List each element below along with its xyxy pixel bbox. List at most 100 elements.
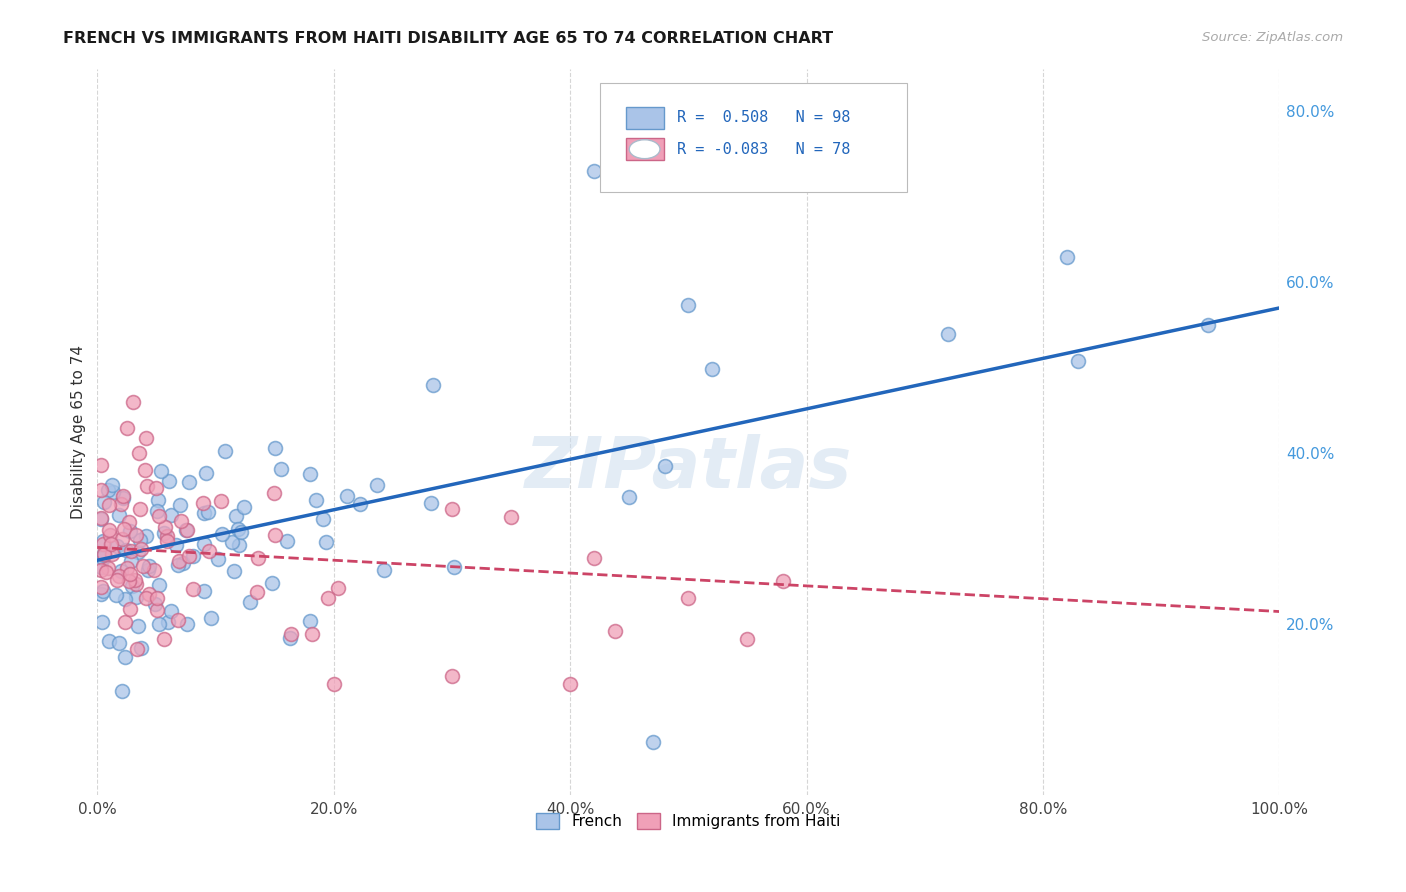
- Point: [1056, 250, 1078, 264]
- Point: [136, 563, 159, 577]
- Point: [135, 479, 157, 493]
- Point: [129, 541, 152, 556]
- Point: [91, 615, 114, 629]
- Point: [105, 539, 128, 553]
- Point: [160, 508, 183, 522]
- Text: FRENCH VS IMMIGRANTS FROM HAITI DISABILITY AGE 65 TO 74 CORRELATION CHART: FRENCH VS IMMIGRANTS FROM HAITI DISABILI…: [63, 31, 834, 46]
- Point: [125, 577, 148, 591]
- Point: [181, 549, 204, 563]
- Point: [335, 489, 357, 503]
- Point: [121, 579, 143, 593]
- Point: [678, 591, 700, 606]
- Point: [226, 522, 249, 536]
- Point: [104, 588, 127, 602]
- Point: [127, 545, 149, 559]
- Point: [110, 497, 132, 511]
- Point: [153, 520, 176, 534]
- Point: [98, 528, 121, 542]
- Point: [177, 549, 200, 563]
- Point: [156, 615, 179, 630]
- Point: [366, 477, 388, 491]
- Point: [145, 481, 167, 495]
- Point: [211, 526, 233, 541]
- Point: [127, 641, 149, 656]
- Point: [315, 535, 337, 549]
- Point: [328, 581, 350, 595]
- Point: [349, 497, 371, 511]
- Point: [499, 510, 522, 524]
- Legend: French, Immigrants from Haiti: French, Immigrants from Haiti: [530, 806, 846, 835]
- Point: [101, 548, 124, 562]
- Point: [157, 474, 180, 488]
- Point: [110, 564, 132, 578]
- Point: [322, 677, 344, 691]
- Point: [118, 566, 141, 581]
- Point: [278, 632, 301, 646]
- Point: [90, 563, 112, 577]
- Point: [97, 560, 120, 574]
- Point: [111, 489, 134, 503]
- Point: [145, 591, 167, 605]
- Point: [93, 547, 115, 561]
- Point: [115, 542, 138, 557]
- Circle shape: [630, 140, 659, 159]
- Point: [129, 641, 152, 656]
- Point: [91, 583, 114, 598]
- Point: [443, 559, 465, 574]
- FancyBboxPatch shape: [600, 83, 907, 192]
- Point: [214, 443, 236, 458]
- Point: [298, 614, 321, 628]
- Point: [114, 650, 136, 665]
- Point: [197, 544, 219, 558]
- Point: [129, 533, 152, 547]
- Point: [169, 498, 191, 512]
- Point: [193, 496, 215, 510]
- Point: [167, 613, 190, 627]
- Point: [127, 618, 149, 632]
- Point: [97, 634, 120, 648]
- Point: [105, 573, 128, 587]
- Text: R =  0.508   N = 98: R = 0.508 N = 98: [676, 111, 849, 126]
- Point: [138, 587, 160, 601]
- Point: [440, 502, 463, 516]
- Point: [270, 462, 292, 476]
- Point: [193, 583, 215, 598]
- Point: [224, 565, 246, 579]
- Point: [90, 483, 112, 498]
- Point: [422, 378, 444, 392]
- Point: [97, 483, 120, 498]
- Point: [737, 632, 759, 647]
- Point: [299, 467, 322, 481]
- Point: [135, 591, 157, 606]
- Point: [93, 548, 115, 562]
- Point: [264, 528, 287, 542]
- Point: [91, 550, 114, 565]
- Point: [103, 484, 125, 499]
- Point: [156, 529, 179, 543]
- Point: [247, 551, 270, 566]
- Point: [938, 327, 960, 342]
- Y-axis label: Disability Age 65 to 74: Disability Age 65 to 74: [72, 345, 86, 519]
- Point: [181, 582, 204, 596]
- Point: [96, 566, 118, 580]
- Point: [225, 508, 247, 523]
- Point: [167, 554, 190, 568]
- Point: [260, 576, 283, 591]
- Point: [176, 617, 198, 632]
- Point: [114, 615, 136, 629]
- Point: [90, 512, 112, 526]
- Point: [98, 523, 121, 537]
- Point: [111, 491, 134, 505]
- Point: [200, 611, 222, 625]
- Point: [1067, 354, 1090, 368]
- Point: [160, 604, 183, 618]
- Point: [373, 564, 395, 578]
- Point: [177, 475, 200, 489]
- Point: [228, 538, 250, 552]
- Point: [263, 441, 285, 455]
- Point: [619, 490, 641, 504]
- Point: [98, 498, 121, 512]
- Point: [193, 536, 215, 550]
- Point: [111, 532, 134, 546]
- Point: [678, 298, 700, 312]
